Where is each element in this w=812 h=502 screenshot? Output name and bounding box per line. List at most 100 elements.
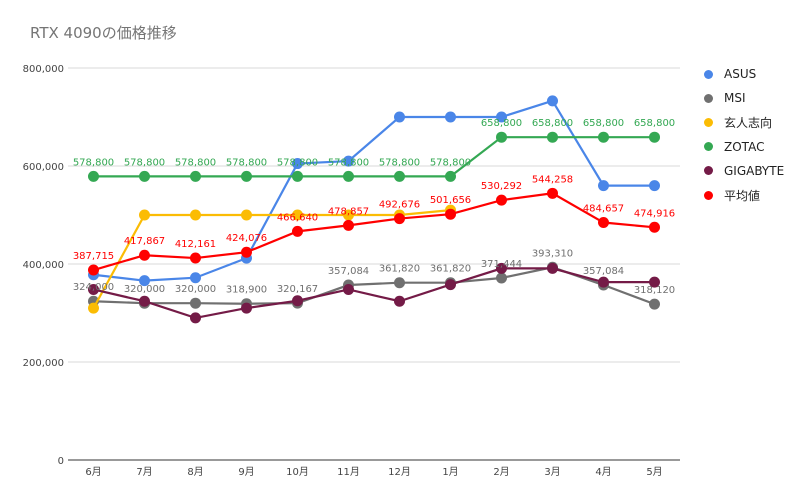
data-point xyxy=(394,170,405,182)
data-point xyxy=(445,208,456,220)
data-point xyxy=(547,95,558,107)
data-label: 658,800 xyxy=(532,118,573,129)
data-point xyxy=(496,111,507,123)
x-tick-label: 7月 xyxy=(136,466,152,478)
data-point xyxy=(190,209,201,221)
y-tick-label: 200,000 xyxy=(23,358,64,369)
data-label: 371,444 xyxy=(481,259,522,270)
data-label: 320,167 xyxy=(277,284,318,295)
data-point xyxy=(547,131,558,143)
data-point xyxy=(241,246,252,258)
y-tick-label: 400,000 xyxy=(23,260,64,271)
data-point xyxy=(394,295,405,307)
data-label: 324,000 xyxy=(73,282,114,293)
data-point xyxy=(292,158,303,170)
data-label: 393,310 xyxy=(532,248,573,259)
data-point xyxy=(598,180,609,192)
legend-label: MSI xyxy=(724,91,746,106)
data-point xyxy=(649,298,660,310)
data-label: 318,120 xyxy=(634,285,675,296)
data-point xyxy=(343,170,354,182)
data-point xyxy=(598,217,609,229)
data-point xyxy=(190,252,201,264)
data-label: 501,656 xyxy=(430,195,471,206)
data-point xyxy=(445,170,456,182)
legend-item: ASUS xyxy=(704,62,784,86)
data-label: 320,000 xyxy=(124,284,165,295)
data-point xyxy=(88,170,99,182)
legend-item: GIGABYTE xyxy=(704,159,784,183)
chart-title: RTX 4090の価格推移 xyxy=(30,24,177,42)
data-label: 357,084 xyxy=(328,266,369,277)
data-point xyxy=(445,279,456,291)
data-point xyxy=(139,275,150,287)
data-point xyxy=(343,219,354,231)
chart-legend: ASUS MSI 玄人志向 ZOTAC GIGABYTE 平均値 xyxy=(704,62,784,207)
data-point xyxy=(496,194,507,206)
series-line-ASUS xyxy=(93,99,655,282)
data-point xyxy=(547,262,558,274)
legend-marker xyxy=(704,69,713,79)
data-point xyxy=(394,277,405,289)
legend-marker xyxy=(704,166,713,176)
data-point xyxy=(649,276,660,288)
x-tick-label: 4月 xyxy=(595,466,611,478)
data-label: 318,900 xyxy=(226,285,267,296)
data-label: 530,292 xyxy=(481,181,522,192)
data-point xyxy=(292,170,303,182)
legend-item: 玄人志向 xyxy=(704,110,784,134)
data-point xyxy=(649,131,660,143)
legend-item: ZOTAC xyxy=(704,135,784,159)
data-label: 357,084 xyxy=(583,266,624,277)
data-point xyxy=(598,131,609,143)
x-tick-label: 8月 xyxy=(187,466,203,478)
data-point xyxy=(88,302,99,314)
data-point xyxy=(292,295,303,307)
data-label: 578,800 xyxy=(379,157,420,168)
data-point xyxy=(190,170,201,182)
legend-label: ZOTAC xyxy=(724,139,765,154)
data-label: 578,800 xyxy=(430,157,471,168)
x-tick-label: 1月 xyxy=(442,466,458,478)
data-point xyxy=(292,209,303,221)
data-point xyxy=(547,187,558,199)
x-tick-label: 6月 xyxy=(85,466,101,478)
data-label: 578,800 xyxy=(124,157,165,168)
data-label: 361,820 xyxy=(379,264,420,275)
data-label: 578,800 xyxy=(328,157,369,168)
data-point xyxy=(190,272,201,284)
data-label: 658,800 xyxy=(634,118,675,129)
data-point xyxy=(139,295,150,307)
data-label: 387,715 xyxy=(73,251,114,262)
legend-marker xyxy=(704,142,713,152)
x-tick-label: 10月 xyxy=(286,466,309,478)
data-point xyxy=(343,283,354,295)
data-point xyxy=(241,209,252,221)
data-point xyxy=(598,276,609,288)
data-label: 578,800 xyxy=(277,157,318,168)
data-point xyxy=(139,170,150,182)
legend-label: 平均値 xyxy=(724,188,761,203)
data-label: 492,676 xyxy=(379,200,420,211)
data-point xyxy=(190,312,201,324)
data-point xyxy=(343,155,354,167)
data-label: 424,076 xyxy=(226,233,267,244)
data-point xyxy=(190,297,201,309)
legend-label: ASUS xyxy=(724,67,757,82)
x-tick-label: 5月 xyxy=(646,466,662,478)
legend-label: GIGABYTE xyxy=(724,163,785,178)
data-point xyxy=(241,170,252,182)
data-point xyxy=(241,302,252,314)
data-label: 658,800 xyxy=(481,118,522,129)
y-tick-label: 0 xyxy=(58,456,64,467)
x-tick-label: 2月 xyxy=(493,466,509,478)
x-tick-label: 12月 xyxy=(388,466,411,478)
data-point xyxy=(496,262,507,274)
data-point xyxy=(496,272,507,284)
data-label: 474,916 xyxy=(634,208,675,219)
data-label: 361,820 xyxy=(430,264,471,275)
series-line-平均値 xyxy=(93,192,655,272)
data-point xyxy=(343,209,354,221)
y-tick-label: 800,000 xyxy=(23,64,64,75)
